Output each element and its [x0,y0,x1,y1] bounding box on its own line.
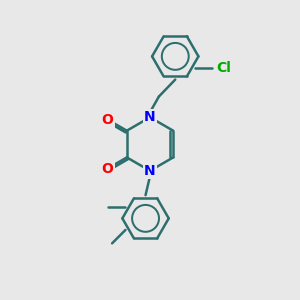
Text: O: O [102,162,113,176]
Text: N: N [144,164,156,178]
Text: O: O [102,112,113,127]
Text: Cl: Cl [217,61,232,75]
Text: N: N [144,110,156,124]
